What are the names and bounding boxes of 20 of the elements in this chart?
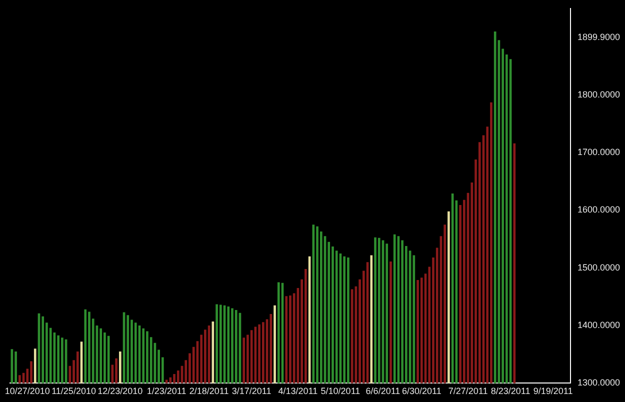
x-tick-label: 8/23/2011 bbox=[490, 386, 530, 396]
x-tick-label: 9/19/2011 bbox=[533, 386, 573, 396]
x-tick-label: 7/27/2011 bbox=[448, 386, 488, 396]
y-tick-label: 1500.0000 bbox=[577, 262, 620, 272]
y-tick-label: 1600.0000 bbox=[577, 204, 620, 215]
x-tick-label: 2/18/2011 bbox=[189, 386, 229, 396]
y-tick-label: 1300.0000 bbox=[577, 378, 620, 388]
x-tick-label: 6/30/2011 bbox=[402, 386, 442, 396]
x-tick-label: 3/17/2011 bbox=[232, 386, 272, 396]
y-tick-label: 1700.0000 bbox=[577, 147, 620, 158]
x-tick-label: 11/25/2010 bbox=[52, 386, 96, 396]
x-tick-label: 1/23/2011 bbox=[146, 386, 186, 396]
x-tick-label: 12/23/2010 bbox=[98, 386, 143, 396]
x-tick-label: 5/10/2011 bbox=[320, 386, 360, 396]
x-tick-label: 4/13/2011 bbox=[278, 386, 318, 396]
x-tick-label: 6/6/2011 bbox=[366, 386, 400, 396]
x-tick-label: 10/27/2010 bbox=[4, 386, 50, 396]
y-tick-label: 1400.0000 bbox=[577, 320, 620, 330]
y-tick-label: 1899.9000 bbox=[577, 32, 620, 42]
y-tick-label: 1800.0000 bbox=[577, 89, 620, 100]
